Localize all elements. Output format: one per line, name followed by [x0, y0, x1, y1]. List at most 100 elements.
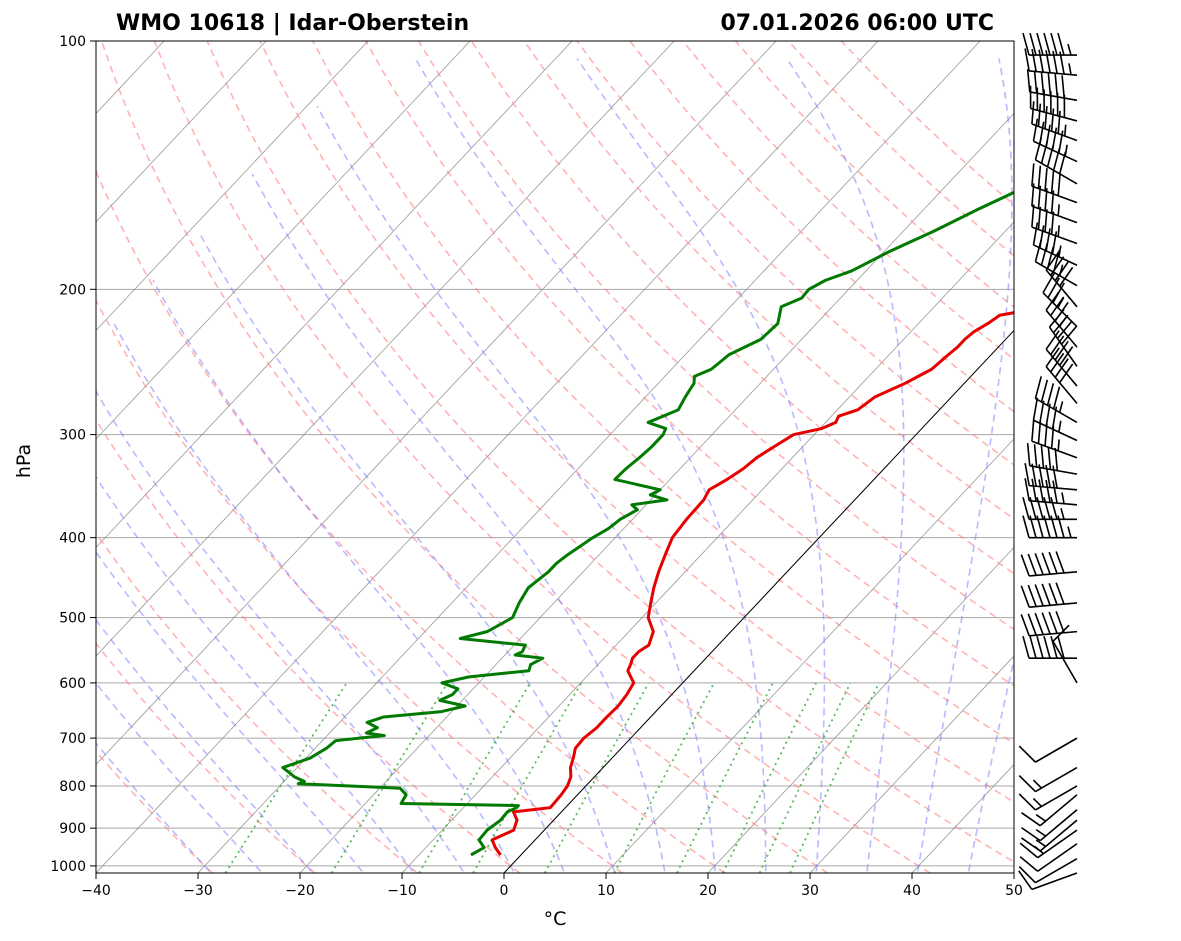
wind-barb-feather — [1058, 401, 1064, 413]
wind-barb-staff — [1031, 185, 1078, 204]
wind-barb-feather — [1044, 209, 1048, 232]
wind-barb-feather — [1032, 118, 1039, 142]
wind-barb-feather — [1039, 225, 1045, 249]
dry-adiabat-line — [153, 41, 931, 873]
dry-adiabat-line — [523, 41, 1014, 520]
wind-barb-feather — [1020, 585, 1030, 608]
x-tick-label: 20 — [699, 883, 717, 899]
wind-barb-feather — [1057, 635, 1065, 659]
dry-adiabat-line — [259, 41, 1014, 803]
wind-barb-feather — [1022, 515, 1030, 538]
moist-adiabat-line — [576, 58, 826, 872]
wind-barb-feather — [1034, 612, 1044, 635]
wind-barb-feather — [1057, 297, 1065, 309]
wind-barb-feather — [1060, 326, 1077, 345]
wind-barb-feather — [1057, 172, 1061, 196]
wind-barb-feather — [1036, 32, 1044, 56]
isotherm-line — [503, 329, 1014, 873]
wind-barb — [1032, 222, 1078, 266]
moist-adiabat-line — [197, 230, 616, 872]
wind-barb-feather — [1041, 552, 1051, 575]
y-tick-label: 500 — [59, 611, 86, 627]
moist-adiabat-line — [786, 58, 905, 872]
mixing-ratio-line — [758, 682, 852, 873]
wind-barb — [1022, 32, 1077, 56]
wind-barb-feather — [1033, 444, 1038, 468]
dry-adiabat-line — [734, 41, 1014, 309]
wind-barb-feather — [1056, 320, 1073, 340]
isotherm-line — [299, 112, 1014, 873]
isotherm-line — [1013, 872, 1014, 873]
moist-adiabat-line — [251, 173, 666, 872]
wind-barb-feather — [1020, 554, 1030, 577]
x-tick-label: 50 — [1005, 883, 1023, 899]
wind-barb-staff — [1031, 123, 1078, 142]
wind-barb-feather — [1037, 206, 1042, 230]
wind-barb-staff — [1035, 766, 1078, 793]
wind-barb-feather — [1057, 32, 1065, 56]
mixing-ratio-line — [789, 682, 880, 873]
wind-barb-feather — [1055, 611, 1065, 634]
wind-barb — [1021, 819, 1078, 852]
wind-barb-staff — [1029, 70, 1078, 76]
axis-ticks: −40 −30 −20 −10 0 10 20 30 40 50 1000 900 800 700 600 5… — [50, 34, 1023, 899]
mixing-ratio-line — [330, 682, 449, 873]
dry-adiabat-line — [787, 41, 1014, 257]
sounding-profiles — [281, 190, 1014, 857]
wind-barb-feather — [1031, 418, 1035, 442]
dry-adiabat-line — [96, 298, 623, 873]
wind-barb-staff — [1045, 348, 1078, 387]
wind-barb — [1031, 163, 1078, 204]
y-tick-label: 600 — [59, 676, 86, 692]
y-tick-label: 800 — [59, 779, 86, 795]
wind-barb-feather — [1044, 168, 1048, 192]
y-tick-label: 400 — [59, 531, 86, 547]
wind-barb-feather — [1019, 842, 1039, 859]
isotherm-line — [1116, 41, 1181, 873]
wind-barb-staff — [1029, 464, 1078, 475]
wind-barb-feather — [1050, 497, 1058, 520]
wind-barb — [1032, 118, 1078, 163]
wind-barb-staff — [1035, 857, 1078, 884]
wind-barb-feather — [1027, 584, 1037, 607]
wind-barb-feather — [1038, 49, 1044, 73]
wind-barb-feather — [1052, 282, 1065, 304]
wind-barb-staff — [1031, 226, 1078, 245]
wind-barb-staff — [1035, 737, 1078, 763]
wind-barb-feather — [1045, 479, 1051, 503]
wind-barb-feather — [1031, 463, 1037, 487]
wind-barb-feather — [1031, 163, 1035, 187]
wind-barb-feather — [1018, 866, 1036, 884]
wind-barb-feather — [1049, 335, 1065, 356]
wind-barb-feather — [1052, 386, 1061, 410]
wind-barb-feather — [1026, 442, 1031, 466]
wind-barb — [1026, 442, 1078, 475]
wind-barb-feather — [1058, 264, 1064, 276]
wind-barb — [1031, 101, 1078, 142]
isotherm-line — [707, 546, 1014, 873]
wind-barb-feather — [1041, 612, 1051, 635]
x-axis-label: °C — [544, 908, 567, 930]
wind-barb-feather — [1026, 69, 1031, 93]
wind-barb-feather — [1058, 420, 1062, 433]
x-tick-label: 30 — [801, 883, 819, 899]
wind-barb-staff — [1035, 785, 1078, 811]
wind-barb-feather — [1054, 447, 1059, 471]
wind-barb-feather — [1057, 439, 1060, 451]
dry-adiabat-line — [100, 41, 828, 873]
wind-barb-feather — [1045, 330, 1060, 350]
wind-barb — [1021, 794, 1078, 827]
wind-barb-staff — [1037, 843, 1078, 872]
wind-barb-feather — [1032, 222, 1039, 246]
wind-barb-feather — [1067, 526, 1072, 538]
wind-barb-staff — [1048, 326, 1078, 367]
wind-barb-feather — [1031, 204, 1035, 228]
wind-barb-staff — [1029, 570, 1078, 577]
wind-barb-feather — [1035, 814, 1047, 822]
wind-barb-staff — [1029, 484, 1078, 491]
wind-barb-feather — [1035, 828, 1047, 837]
wind-barb — [1031, 204, 1078, 245]
wind-barb-staff — [1030, 107, 1078, 122]
wind-barb-feather — [1031, 48, 1037, 72]
